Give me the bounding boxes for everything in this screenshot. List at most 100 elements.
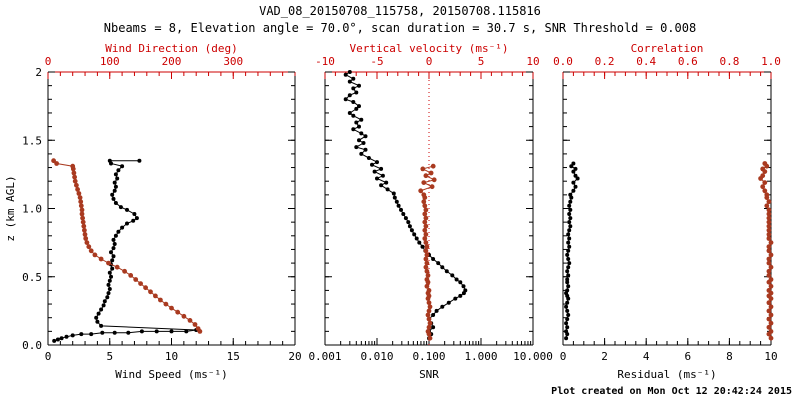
snr-marker [359,151,364,156]
wind-speed-marker [94,315,99,320]
vertical-velocity-series [418,163,437,341]
panel-snr: 0.001 0.010 0.100 1.000 10.000 -10 -5 0 5 10 Verti… [308,42,552,381]
snr-marker [357,138,361,143]
wind-speed-marker [112,242,117,246]
svg-text:10.000: 10.000 [513,350,553,363]
wind-direction-marker [143,285,149,291]
svg-text:Residual (ms⁻¹): Residual (ms⁻¹) [617,368,716,381]
residual-marker [569,164,574,169]
vertical-velocity-marker [425,273,431,278]
residual-marker [566,232,571,237]
vertical-velocity-marker [427,335,433,341]
vertical-velocity-marker [424,244,430,250]
vertical-velocity-marker [426,316,432,322]
wind-direction-marker [138,281,144,286]
correlation-marker [768,312,774,318]
wind-speed-marker [116,229,121,234]
wind-direction-marker [71,170,77,176]
correlation-marker [766,207,772,213]
svg-text:-5: -5 [370,55,383,68]
vertical-velocity-marker [424,252,430,258]
wind-direction-marker [86,244,92,250]
correlation-marker [766,300,772,306]
vertical-velocity-marker [423,223,429,229]
residual-marker [568,199,573,204]
residual-marker [565,325,570,330]
wind-speed-marker [132,212,137,216]
wind-speed-marker [96,311,101,316]
snr-marker [450,273,455,278]
snr-series [343,70,468,341]
wind-direction-marker [187,318,193,323]
svg-text:0.0: 0.0 [553,55,573,68]
wind-speed-marker [118,205,123,210]
wind-speed-marker [70,333,75,338]
correlation-marker [766,219,772,225]
vertical-velocity-marker [429,184,435,190]
svg-text:-10: -10 [315,55,335,68]
wind-speed-marker [59,336,64,341]
vertical-velocity-marker [425,312,431,318]
snr-marker [380,173,385,178]
snr-marker [354,145,359,150]
residual-marker [571,169,576,174]
vertical-velocity-marker [422,203,428,209]
correlation-marker [766,316,772,322]
residual-marker [565,308,570,313]
svg-text:8: 8 [726,350,733,363]
correlation-marker [768,335,774,341]
svg-text:10: 10 [165,350,178,363]
wind-direction-marker [106,260,111,266]
wind-direction-marker [158,297,163,303]
svg-text:0: 0 [45,55,52,68]
snr-marker [359,117,364,122]
wind-speed-marker [112,188,117,193]
snr-marker [458,280,463,285]
wind-speed-marker [184,329,189,334]
wind-speed-marker [116,168,121,173]
snr-marker [463,288,468,293]
vertical-velocity-marker [421,180,427,186]
vertical-velocity-marker [423,264,429,270]
wind-direction-marker [76,191,82,196]
residual-marker [566,240,571,245]
residual-marker [566,265,571,270]
snr-marker [351,86,356,91]
wind-speed-marker [109,274,113,279]
svg-text:1.5: 1.5 [22,134,42,147]
wind-direction-marker [82,232,88,237]
vertical-velocity-marker [427,304,433,310]
wind-speed-marker [113,201,118,205]
wind-speed-marker [107,278,112,283]
svg-text:4: 4 [643,350,650,363]
wind-direction-marker [195,326,201,331]
correlation-marker [760,166,766,172]
residual-marker [571,180,576,185]
wind-speed-marker [113,184,118,189]
wind-speed-marker [137,158,142,163]
wind-direction-marker [163,301,169,307]
svg-text:0: 0 [560,350,567,363]
residual-marker [573,166,578,171]
vertical-velocity-marker [422,227,428,233]
svg-text:1.000: 1.000 [464,350,497,363]
wind-direction-marker [78,203,84,209]
vertical-velocity-marker [423,207,429,213]
snr-marker [357,83,361,88]
wind-speed-marker [99,323,104,328]
plot-created-timestamp: Plot created on Mon Oct 12 20:42:24 2015 [551,386,792,397]
svg-text:2: 2 [35,66,42,79]
wind-direction-marker [79,211,85,217]
wind-speed-marker [113,233,118,238]
correlation-marker [766,260,772,266]
panel-residual: 0 2 4 6 8 10 0.0 0.2 0.4 0.6 0.8 1.0 Correlation Resi… [553,42,781,381]
snr-marker [351,113,356,118]
vertical-velocity-marker [424,277,430,282]
snr-marker [357,104,361,109]
residual-marker [567,236,572,241]
correlation-marker [766,268,772,274]
svg-text:0: 0 [45,350,52,363]
snr-marker [396,203,401,208]
snr-marker [372,169,377,174]
